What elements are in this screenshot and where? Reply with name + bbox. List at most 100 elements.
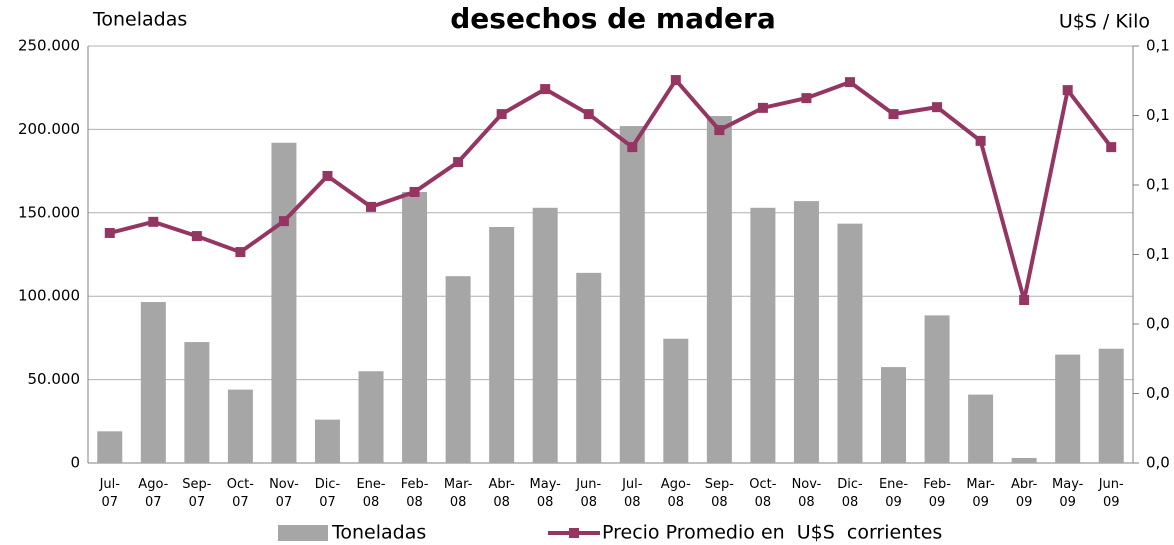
x-tick-label: Ago- 07 (138, 477, 168, 510)
y-tick-label: 200.000 (18, 120, 80, 138)
x-tick-label: Nov- 08 (792, 477, 822, 510)
x-tick-line: 08 (798, 495, 815, 510)
x-tick-line: Dic- (837, 477, 863, 492)
bar (1055, 354, 1081, 463)
x-tick-label: Nov- 07 (269, 477, 299, 510)
x-tick-line: 07 (101, 495, 118, 510)
marker (278, 216, 289, 227)
marker (148, 216, 159, 227)
chart-title: desechos de madera (450, 2, 775, 35)
x-tick-line: 08 (363, 495, 380, 510)
x-tick-line: 09 (1059, 495, 1076, 510)
bar (837, 223, 863, 463)
bar (358, 371, 384, 463)
marker (757, 102, 768, 113)
bar (619, 126, 645, 464)
x-tick-label: Abr- 08 (488, 477, 515, 510)
y-tick-label: 0 (70, 454, 80, 472)
x-tick-label: Dic- 08 (837, 477, 863, 510)
x-tick-line: Nov- (269, 477, 299, 492)
marker (844, 77, 855, 88)
marker (366, 201, 377, 212)
legend-swatch (278, 525, 328, 541)
x-tick-label: Mar- 08 (444, 477, 473, 510)
x-tick-label: May- 08 (530, 477, 562, 510)
x-tick-line: Abr- (1011, 477, 1038, 492)
x-tick-line: 08 (624, 495, 641, 510)
y2-tick-label: 0,0 (1146, 454, 1170, 472)
bar (227, 389, 253, 463)
marker (714, 125, 725, 136)
marker (670, 75, 681, 86)
marker (235, 247, 246, 258)
x-tick-line: 09 (885, 495, 902, 510)
x-tick-line: Nov- (792, 477, 822, 492)
bar (881, 367, 907, 463)
bar (663, 338, 689, 463)
x-tick-line: 07 (232, 495, 249, 510)
x-tick-line: Dic- (315, 477, 341, 492)
marker (191, 231, 202, 242)
marker (453, 157, 464, 168)
marker (496, 109, 507, 120)
line (109, 76, 1113, 301)
y2-tick-label: 0,1 (1146, 176, 1170, 194)
bar (793, 201, 819, 463)
y2-tick-label: 0,1 (1146, 37, 1170, 55)
x-tick-line: 07 (276, 495, 293, 510)
y-tick-label: 50.000 (28, 370, 81, 388)
x-tick-line: Ene- (879, 477, 908, 492)
x-tick-line: Sep- (182, 477, 212, 492)
marker (409, 186, 420, 197)
x-tick-line: 08 (450, 495, 467, 510)
x-tick-line: 08 (537, 495, 554, 510)
x-tick-line: Ago- (661, 477, 691, 492)
bar (968, 394, 994, 463)
x-tick-line: 08 (711, 495, 728, 510)
y2-tick-label: 0,0 (1146, 315, 1170, 333)
x-tick-line: Oct- (227, 477, 254, 492)
bar (576, 272, 602, 463)
x-tick-line: Mar- (966, 477, 995, 492)
bar (489, 226, 515, 463)
x-tick-label: Ene- 08 (356, 477, 385, 510)
marker (1019, 295, 1030, 306)
y-axis-label: Toneladas (92, 9, 187, 31)
x-tick-label: Oct- 08 (749, 477, 776, 510)
x-tick-line: May- (1052, 477, 1084, 492)
x-tick-line: Feb- (401, 477, 429, 492)
x-tick-label: Feb- 08 (401, 477, 429, 510)
marker (104, 227, 115, 238)
y2-tick-label: 0,1 (1146, 106, 1170, 124)
x-tick-line: Jun- (575, 477, 601, 492)
marker (888, 109, 899, 120)
marker (540, 84, 551, 95)
marker (1062, 85, 1073, 96)
x-tick-line: 09 (1016, 495, 1033, 510)
marker (322, 170, 333, 181)
x-tick-line: 07 (145, 495, 162, 510)
bar (402, 191, 428, 463)
bar (532, 207, 558, 463)
x-tick-line: Jun- (1098, 477, 1124, 492)
x-tick-line: 07 (189, 495, 206, 510)
bar (97, 431, 123, 463)
x-tick-line: 09 (972, 495, 989, 510)
marker (975, 135, 986, 146)
bar (445, 276, 471, 463)
x-tick-label: Sep- 07 (182, 477, 212, 510)
x-tick-label: Jul- 07 (99, 477, 121, 510)
x-tick-label: Feb- 09 (923, 477, 951, 510)
bar (140, 302, 166, 463)
x-tick-line: Jul- (99, 477, 121, 492)
y-tick-label: 100.000 (18, 287, 80, 305)
marker (627, 142, 638, 153)
x-tick-label: Sep- 08 (705, 477, 735, 510)
x-tick-label: Mar- 09 (966, 477, 995, 510)
x-tick-line: 09 (929, 495, 946, 510)
bar (314, 419, 340, 463)
bar (924, 315, 950, 463)
x-tick-line: Ago- (138, 477, 168, 492)
x-tick-line: 08 (493, 495, 510, 510)
x-tick-line: Feb- (923, 477, 951, 492)
